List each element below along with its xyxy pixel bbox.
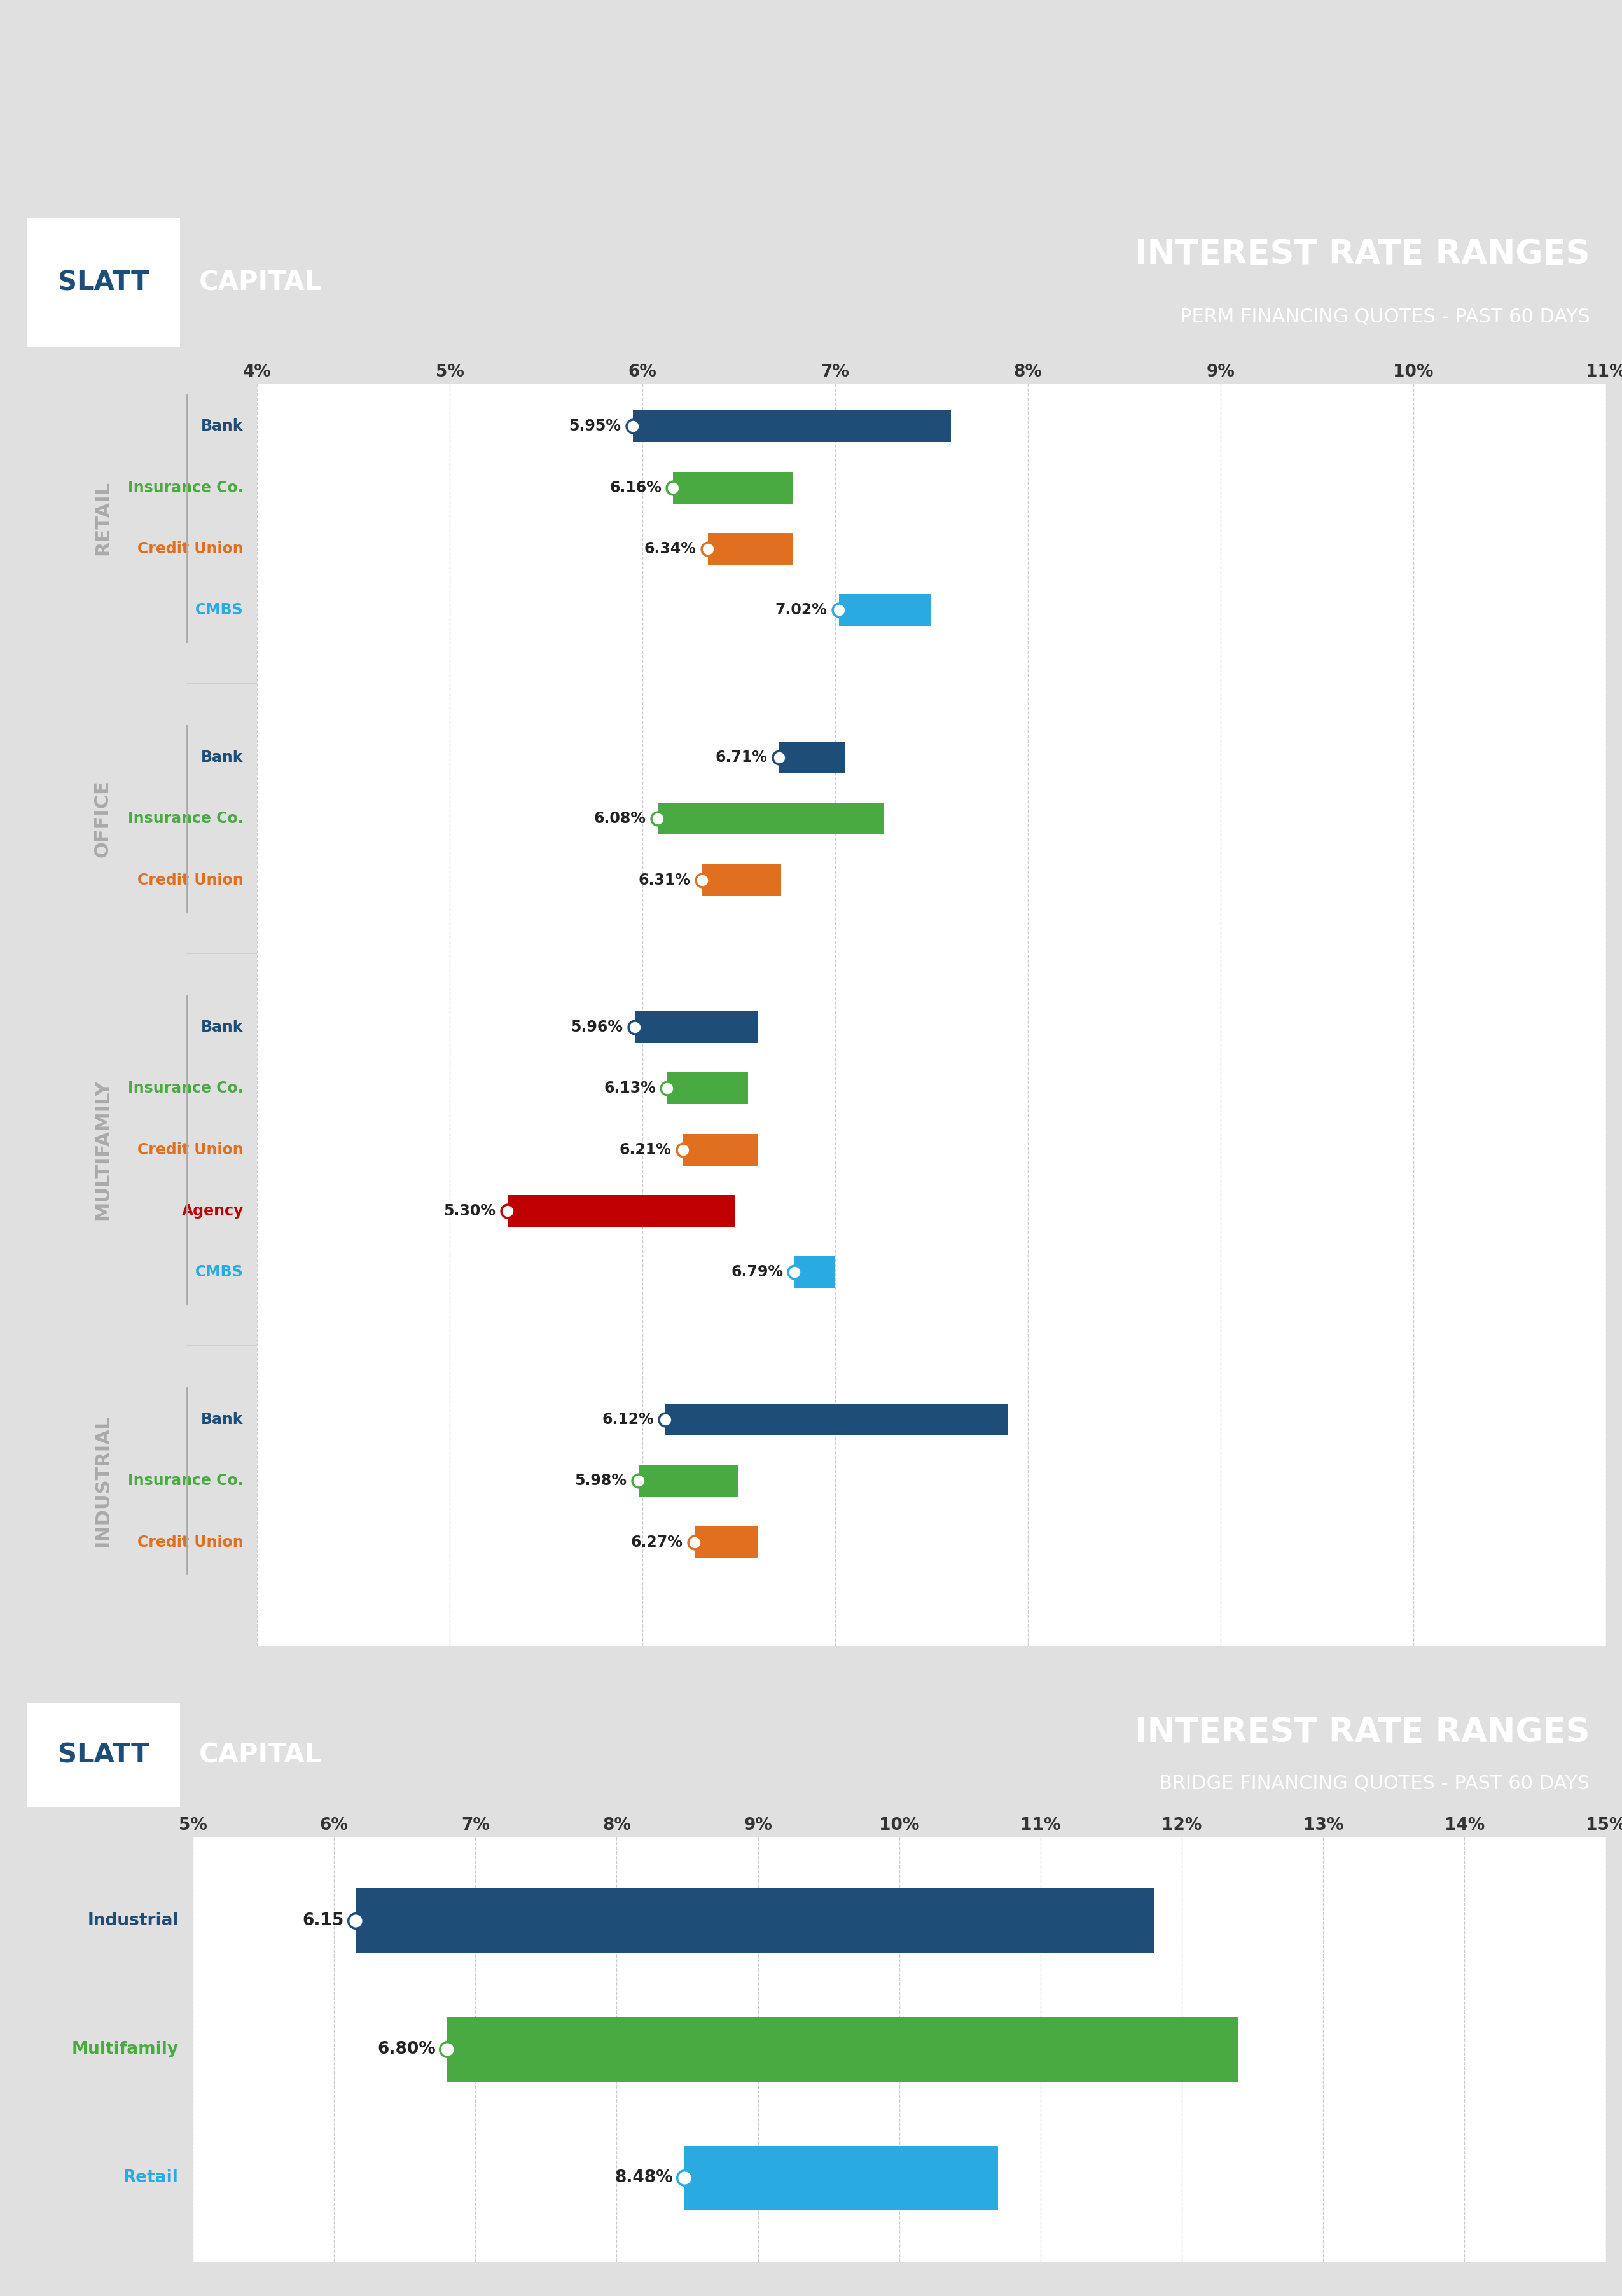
Text: CMBS: CMBS	[195, 1265, 243, 1279]
Text: Credit Union: Credit Union	[138, 1534, 243, 1550]
Text: RETAIL: RETAIL	[94, 482, 112, 556]
Text: BRIDGE FINANCING QUOTES - PAST 60 DAYS: BRIDGE FINANCING QUOTES - PAST 60 DAYS	[1160, 1775, 1590, 1793]
Text: PERM FINANCING QUOTES - PAST 60 DAYS: PERM FINANCING QUOTES - PAST 60 DAYS	[1179, 308, 1590, 326]
Text: Retail: Retail	[123, 2170, 178, 2186]
Text: Agency: Agency	[182, 1203, 243, 1219]
Text: SLATT: SLATT	[58, 1743, 149, 1768]
Bar	[683, 1134, 757, 1166]
Text: 6.21%: 6.21%	[620, 1141, 672, 1157]
Text: 6.71%: 6.71%	[715, 751, 767, 765]
Text: OFFICE: OFFICE	[94, 781, 112, 856]
Text: MULTIFAMILY: MULTIFAMILY	[94, 1079, 112, 1219]
Text: 6.79%: 6.79%	[732, 1265, 783, 1279]
Bar	[684, 2147, 998, 2211]
Text: 6.31%: 6.31%	[639, 872, 691, 889]
Bar	[28, 1704, 180, 1807]
Text: 5.95%: 5.95%	[569, 418, 621, 434]
Text: Insurance Co.: Insurance Co.	[128, 1081, 243, 1095]
Text: Bank: Bank	[201, 751, 243, 765]
Text: Insurance Co.: Insurance Co.	[128, 480, 243, 496]
Bar	[702, 863, 782, 895]
Text: Bank: Bank	[201, 1019, 243, 1035]
Text: Industrial: Industrial	[88, 1913, 178, 1929]
Bar	[665, 1403, 1009, 1435]
Text: Bank: Bank	[201, 1412, 243, 1428]
Bar	[508, 1194, 735, 1226]
Text: CAPITAL: CAPITAL	[200, 269, 323, 296]
Text: CMBS: CMBS	[195, 602, 243, 618]
Text: Insurance Co.: Insurance Co.	[128, 810, 243, 827]
Text: 6.80%: 6.80%	[378, 2041, 436, 2057]
Text: CAPITAL: CAPITAL	[200, 1743, 323, 1768]
Bar	[355, 1887, 1153, 1952]
Bar	[673, 471, 793, 503]
Text: SLATT: SLATT	[58, 269, 149, 296]
Text: 6.34%: 6.34%	[644, 542, 696, 556]
Bar	[779, 742, 845, 774]
Text: 6.12%: 6.12%	[602, 1412, 654, 1428]
Bar	[667, 1072, 748, 1104]
Text: 8.48%: 8.48%	[615, 2170, 673, 2186]
Text: 6.27%: 6.27%	[631, 1534, 683, 1550]
Text: 6.15: 6.15	[302, 1913, 344, 1929]
Text: Credit Union: Credit Union	[138, 542, 243, 556]
Bar	[28, 218, 180, 347]
Bar	[634, 1010, 757, 1042]
Text: Credit Union: Credit Union	[138, 1141, 243, 1157]
Bar	[633, 411, 950, 443]
Bar	[839, 595, 931, 627]
Text: 6.16%: 6.16%	[610, 480, 662, 496]
Text: Credit Union: Credit Union	[138, 872, 243, 889]
Text: 6.13%: 6.13%	[603, 1081, 655, 1095]
Text: INTEREST RATE RANGES: INTEREST RATE RANGES	[1135, 1715, 1590, 1750]
Bar	[659, 804, 884, 836]
Text: Bank: Bank	[201, 418, 243, 434]
Text: Multifamily: Multifamily	[71, 2041, 178, 2057]
Text: 5.96%: 5.96%	[571, 1019, 623, 1035]
Text: INDUSTRIAL: INDUSTRIAL	[94, 1414, 112, 1548]
Text: 5.30%: 5.30%	[444, 1203, 496, 1219]
Text: 6.08%: 6.08%	[594, 810, 646, 827]
Bar	[707, 533, 793, 565]
Text: Insurance Co.: Insurance Co.	[128, 1474, 243, 1488]
Text: 5.98%: 5.98%	[574, 1474, 628, 1488]
Bar	[795, 1256, 835, 1288]
Text: INTEREST RATE RANGES: INTEREST RATE RANGES	[1135, 239, 1590, 271]
Bar	[448, 2016, 1239, 2082]
Text: 7.02%: 7.02%	[775, 602, 827, 618]
Bar	[639, 1465, 738, 1497]
Bar	[694, 1527, 757, 1559]
